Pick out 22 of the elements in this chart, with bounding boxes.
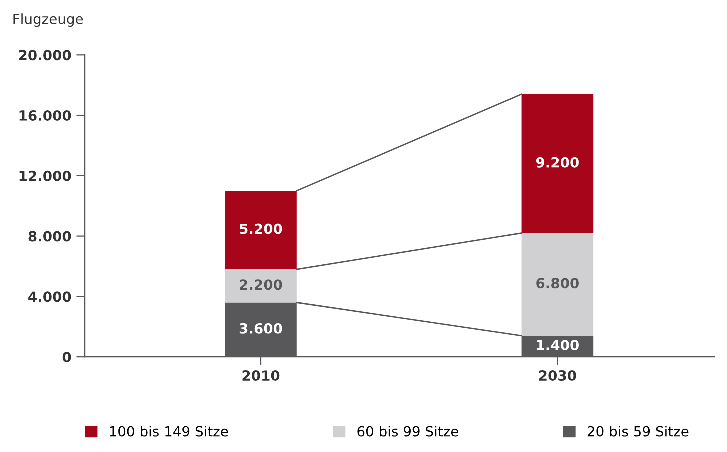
legend-label: 20 bis 59 Sitze <box>588 426 689 437</box>
y-tick-label: 16.000 <box>20 110 72 122</box>
y-tick-label: 8.000 <box>28 231 72 242</box>
data-label: 3.600 <box>240 323 282 334</box>
data-label: 2.200 <box>240 280 282 290</box>
y-axis-title: Flugzeuge <box>14 14 84 28</box>
data-label: 5.200 <box>240 224 282 234</box>
data-label: 9.200 <box>536 157 579 168</box>
bar <box>225 270 297 303</box>
x-tick-label: 2030 <box>539 370 576 382</box>
y-tick-label: 12.000 <box>20 170 72 182</box>
legend-label: 60 bis 99 Sitze <box>358 426 458 437</box>
bar <box>225 191 297 270</box>
data-label: 1.400 <box>537 340 579 351</box>
x-tick-label: 2010 <box>242 370 280 382</box>
legend-label: 100 bis 149 Sitze <box>110 426 228 437</box>
data-label: 6.800 <box>536 278 579 289</box>
y-tick-label: 0 <box>62 352 72 363</box>
y-tick-label: 20.000 <box>19 50 72 61</box>
bar <box>522 233 594 336</box>
bar <box>522 94 594 234</box>
y-tick-label: 4.000 <box>28 292 72 302</box>
